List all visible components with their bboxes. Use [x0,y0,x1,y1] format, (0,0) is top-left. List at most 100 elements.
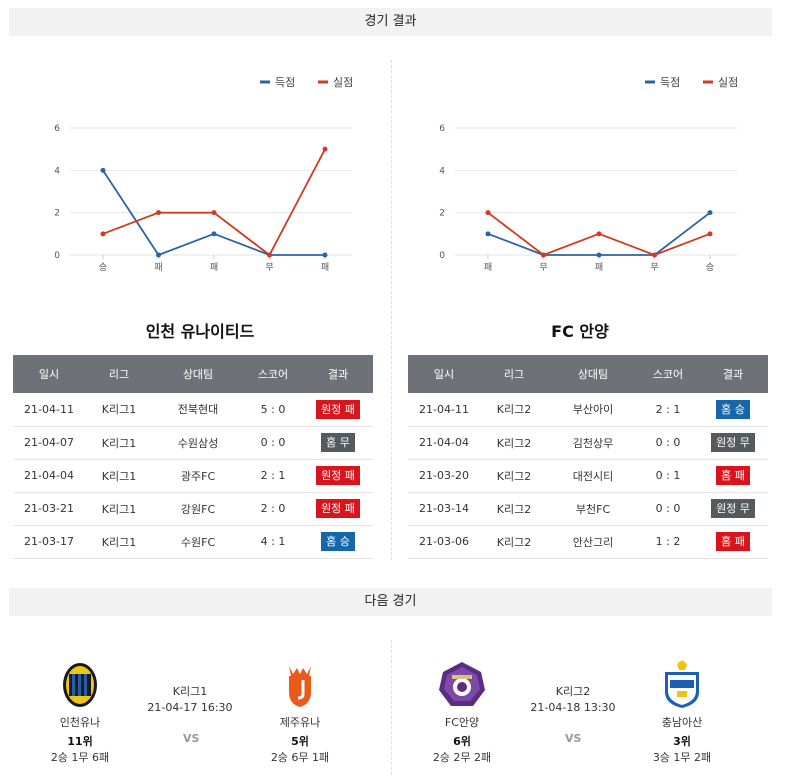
result-badge: 원정 패 [316,466,360,485]
next-match-2-datetime: 21-04-18 13:30 [530,701,616,714]
cell-date: 21-04-11 [408,393,480,427]
col-league: 리그 [85,355,153,393]
next-match-1-league: K리그1 [172,685,208,698]
table-row: 21-04-11 K리그2 부산아이 2 : 1 홈 승 [408,393,768,427]
cell-score: 4 : 1 [243,525,303,559]
data-point [485,231,491,237]
cell-date: 21-03-17 [13,525,85,559]
data-point [596,231,602,237]
cell-score: 2 : 1 [243,459,303,493]
cell-date: 21-04-07 [13,426,85,460]
col-score: 스코어 [638,355,698,393]
cell-opponent: 부천FC [548,492,638,526]
table-row: 21-03-14 K리그2 부천FC 0 : 0 원정 무 [408,492,768,526]
x-tick-label: 패 [595,262,603,273]
cell-result: 홈 패 [698,459,768,493]
x-tick-label: 패 [210,262,218,273]
table-row: 21-03-17 K리그1 수원FC 4 : 1 홈 승 [13,525,373,559]
cell-result: 홈 패 [698,525,768,559]
table-row: 21-03-21 K리그1 강원FC 2 : 0 원정 패 [13,492,373,526]
result-badge: 원정 패 [316,399,360,419]
next-match-2-league: K리그2 [555,685,591,698]
next-match-2-vs: VS [565,732,582,745]
cell-date: 21-04-04 [408,426,480,460]
cell-date: 21-04-11 [13,393,85,427]
cell-date: 21-04-04 [13,459,85,493]
next-match-2-home[interactable]: FC안양 6위 2승 2무 2패 [427,660,497,765]
next-match-2-away-name: 충남아산 [661,716,703,729]
cell-date: 21-03-06 [408,525,480,559]
series-line-1 [102,148,326,257]
next-match-2-info: K리그2 21-04-18 13:30 [518,683,628,714]
cell-result: 원정 패 [303,459,373,493]
table-header-row: 일시 리그 상대팀 스코어 결과 [13,355,373,393]
cell-opponent: 안산그리 [548,525,638,559]
cell-league: K리그2 [480,459,548,493]
next-match-2-home-name: FC안양 [444,716,480,729]
table-row: 21-04-07 K리그1 수원삼성 0 : 0 홈 무 [13,426,373,460]
data-point [707,210,713,216]
team2-title: FC 안양 [551,322,609,341]
chungnam-asan-logo-icon [665,660,699,708]
x-tick-label: 무 [265,262,273,273]
cell-league: K리그1 [85,393,153,427]
result-badge: 원정 무 [711,433,755,452]
next-match-1-info: K리그1 21-04-17 16:30 [135,683,245,714]
cell-league: K리그2 [480,426,548,460]
team1-results-table: 일시 리그 상대팀 스코어 결과 21-04-11 K리그1 전북현대 5 : 0 원정… [13,355,373,559]
cell-result: 원정 무 [698,492,768,526]
result-badge: 홈 승 [321,532,355,551]
x-tick-label: 패 [484,262,492,273]
result-badge: 홈 패 [716,532,750,551]
cell-score: 0 : 0 [638,426,698,460]
table-row: 21-04-11 K리그1 전북현대 5 : 0 원정 패 [13,393,373,427]
table-row: 21-03-20 K리그2 대전시티 0 : 1 홈 패 [408,459,768,493]
cell-result: 홈 승 [303,525,373,559]
col-opponent: 상대팀 [548,355,638,393]
cell-opponent: 수원FC [153,525,243,559]
cell-league: K리그1 [85,426,153,460]
legend-label-0: 득점 [660,76,680,89]
cell-opponent: 김천상무 [548,426,638,460]
chart-team1: 득점 실점 0 2 4 6 승 패 패 무 패 [10,68,390,278]
next-match-section-title: 다음 경기 [9,588,772,616]
cell-opponent: 광주FC [153,459,243,493]
next-match-1-away[interactable]: 제주유나 5위 2승 6무 1패 [265,660,335,765]
result-badge: 원정 무 [711,499,755,518]
legend-label-0: 득점 [275,76,295,89]
section-divider [391,60,392,560]
cell-league: K리그1 [85,492,153,526]
x-tick-label: 승 [706,262,714,273]
results-section-title: 경기 결과 [9,8,772,36]
cell-score: 0 : 0 [243,426,303,460]
cell-opponent: 대전시티 [548,459,638,493]
data-point [156,210,161,216]
x-tick-label: 무 [650,262,658,273]
next-match-1-home-name: 인천유나 [59,716,101,729]
result-badge: 원정 패 [316,499,360,518]
cell-result: 원정 패 [303,492,373,526]
next-match-2-away-record: 3승 1무 2패 [652,751,712,764]
x-tick-label: 패 [154,262,162,273]
y-tick-label: 6 [439,124,445,134]
fc-anyang-logo-icon [439,662,485,706]
data-point [541,252,546,258]
cell-opponent: 전북현대 [153,393,243,427]
next-match-1-home-rank: 11위 [67,735,93,748]
col-opponent: 상대팀 [153,355,243,393]
next-match-1-home[interactable]: 인천유나 11위 2승 1무 6패 [45,660,115,765]
data-point [707,231,713,237]
data-point [596,252,602,258]
table-row: 21-04-04 K리그2 김천상무 0 : 0 원정 무 [408,426,768,460]
y-tick-label: 2 [439,209,445,219]
cell-league: K리그1 [85,525,153,559]
table-row: 21-03-06 K리그2 안산그리 1 : 2 홈 패 [408,525,768,559]
legend-label-1: 실점 [333,76,353,89]
col-result: 결과 [698,355,768,393]
x-tick-label: 무 [539,262,547,273]
y-tick-label: 0 [439,251,445,261]
data-point [485,210,491,216]
cell-opponent: 부산아이 [548,393,638,427]
next-match-2-away[interactable]: 충남아산 3위 3승 1무 2패 [647,660,717,765]
